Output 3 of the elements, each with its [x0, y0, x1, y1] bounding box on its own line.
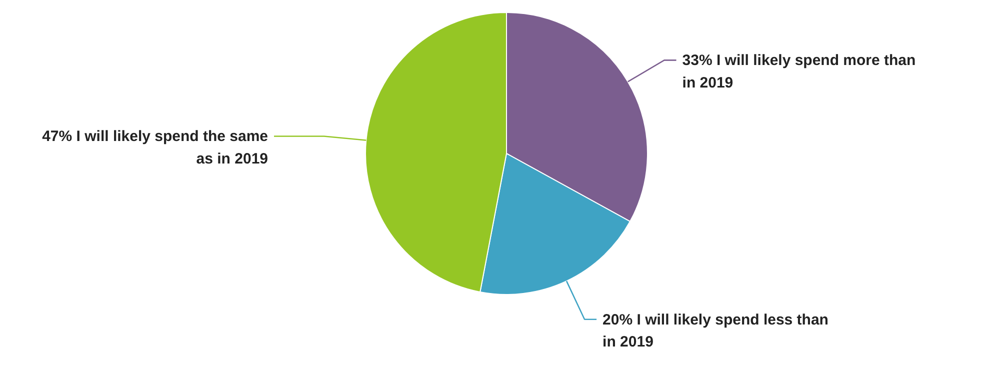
slice-label: 47% I will likely spend the same as in 2019 [42, 128, 268, 168]
slice-label: 33% I will likely spend more than in 2019 [682, 52, 916, 92]
slice-label: 20% I will likely spend less than in 2019 [602, 311, 828, 350]
